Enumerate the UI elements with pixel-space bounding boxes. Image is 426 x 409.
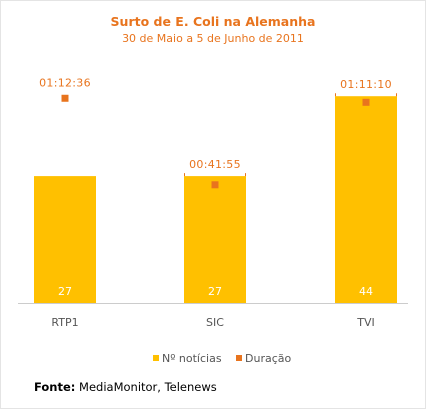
legend-label: Duração — [245, 352, 291, 365]
legend-swatch — [236, 355, 242, 361]
bar-value-label: 44 — [359, 285, 373, 298]
bar-value-label: 27 — [58, 285, 72, 298]
chart-title: Surto de E. Coli na Alemanha — [111, 14, 316, 29]
duration-bracket — [184, 173, 246, 177]
duration-bracket — [335, 93, 397, 97]
duration-point-rtp1 — [61, 94, 69, 102]
bar-rtp1 — [34, 176, 96, 303]
bar-value-label: 27 — [208, 285, 222, 298]
source-text: MediaMonitor, Telenews — [79, 380, 217, 394]
plot-group: 27 01:12:36 RTP1 27 00:41:55 SIC 44 01:11:10 TVI — [18, 76, 408, 329]
duration-point-tvi — [362, 98, 370, 106]
source-note: Fonte: MediaMonitor, Telenews — [34, 380, 217, 394]
category-label: SIC — [206, 316, 224, 329]
duration-label: 00:41:55 — [189, 158, 241, 171]
source-label: Fonte: — [34, 380, 76, 394]
category-label: RTP1 — [51, 316, 78, 329]
legend-label: Nº notícias — [162, 352, 222, 365]
duration-label: 01:11:10 — [340, 78, 392, 91]
legend-swatch — [153, 355, 159, 361]
duration-point-sic — [211, 181, 219, 189]
duration-label: 01:12:36 — [39, 76, 91, 89]
bar-sic — [184, 176, 246, 303]
chart-subtitle: 30 de Maio a 5 de Junho de 2011 — [122, 32, 304, 45]
bar-tvi — [335, 96, 397, 303]
legend: Nº notícias Duração — [153, 352, 291, 365]
category-label: TVI — [356, 316, 375, 329]
